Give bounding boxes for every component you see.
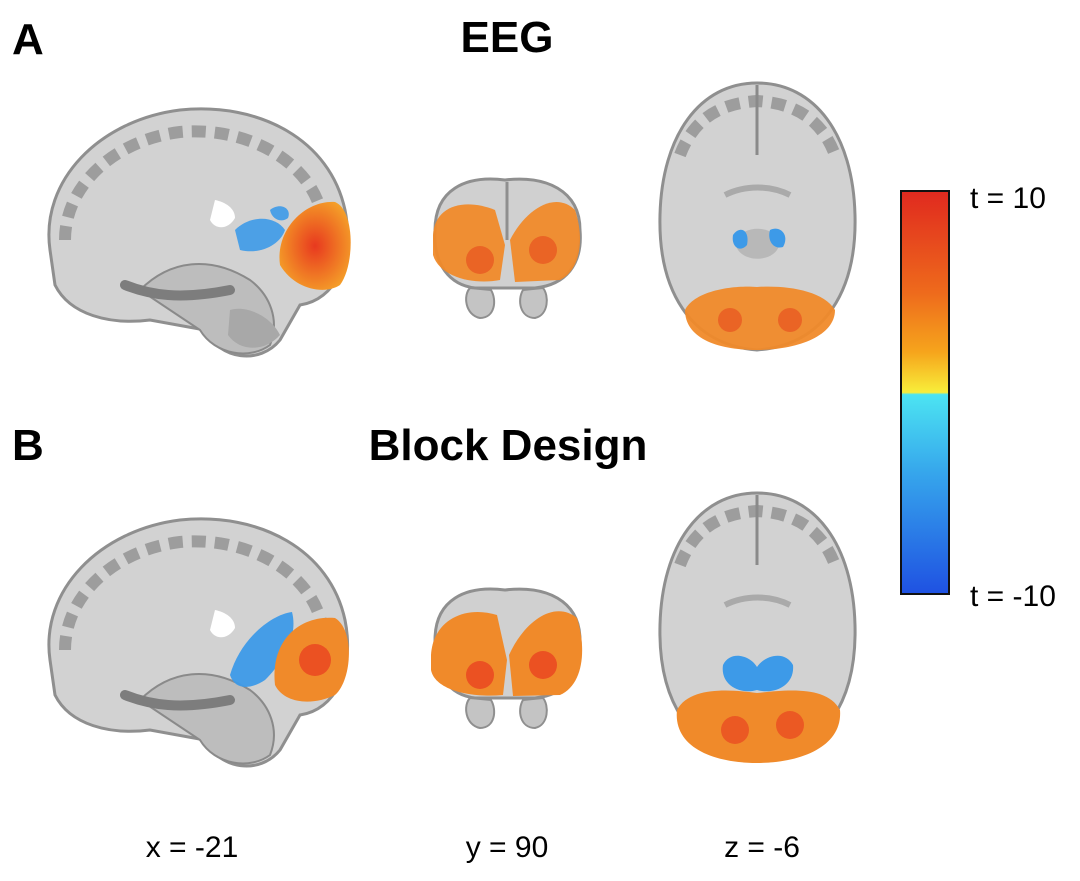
block-axial-slice: [658, 491, 857, 763]
eeg-coronal-slice: [433, 177, 582, 320]
panel-b-title: Block Design: [368, 421, 648, 470]
panel-a-letter: A: [12, 15, 44, 64]
block-sagittal-slice: [47, 517, 350, 768]
coronal-coordinate-label: y = 90: [465, 831, 549, 864]
t-value-colorbar: [900, 190, 950, 595]
colorbar-max-label: t = 10: [970, 182, 1046, 215]
eeg-sagittal-slice: [47, 107, 351, 358]
block-coronal-slice: [431, 587, 583, 730]
axial-coordinate-label: z = -6: [724, 831, 800, 864]
panel-b-letter: B: [12, 421, 44, 470]
sagittal-coordinate-label: x = -21: [145, 831, 239, 864]
colorbar-min-label: t = -10: [970, 580, 1056, 613]
panel-a-title: EEG: [460, 13, 554, 62]
eeg-axial-slice: [658, 81, 857, 352]
